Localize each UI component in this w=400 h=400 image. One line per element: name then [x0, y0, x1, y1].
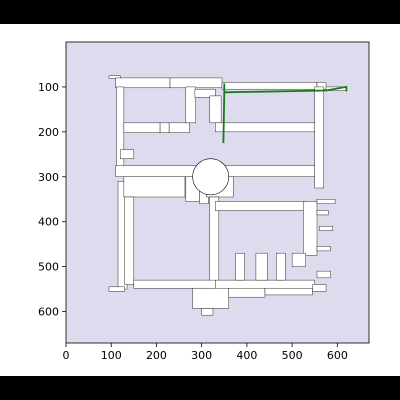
free-space-cell — [115, 77, 171, 89]
free-space-cell — [276, 252, 286, 281]
y-tick-label: 400 — [38, 216, 59, 229]
free-space-cell — [159, 122, 170, 133]
free-space-cell — [316, 210, 329, 216]
y-tick-label: 300 — [38, 171, 59, 184]
roundabout — [192, 158, 230, 196]
free-space-cell — [316, 270, 331, 279]
x-tick-label: 0 — [63, 349, 70, 362]
axes-frame — [65, 41, 370, 344]
path-line — [222, 83, 226, 144]
y-tick-label: 100 — [38, 81, 59, 94]
free-space-cell — [201, 308, 214, 316]
axes: 0 100 200 300 400 500 600 100 200 300 400 500 600 — [38, 41, 370, 362]
free-space-cell — [316, 246, 331, 252]
free-space-cell — [192, 287, 230, 309]
x-tick-label: 600 — [327, 349, 348, 362]
free-space-cell — [215, 201, 306, 211]
free-space-cell — [255, 252, 268, 281]
free-space-cell — [316, 199, 336, 204]
x-tick-label: 200 — [146, 349, 167, 362]
letterbox-bottom — [0, 376, 400, 400]
path-line — [224, 86, 348, 94]
free-space-cell — [133, 279, 216, 289]
free-space-cell — [168, 122, 190, 133]
y-tick-label: 500 — [38, 261, 59, 274]
free-space-cell — [108, 286, 125, 292]
free-space-cell — [185, 86, 196, 124]
free-space-cell — [303, 201, 318, 256]
free-space-cell — [124, 196, 135, 285]
free-space-cell — [228, 287, 266, 298]
y-tick-label: 600 — [38, 306, 59, 319]
y-tick-label: 200 — [38, 126, 59, 139]
x-tick-label: 100 — [101, 349, 122, 362]
free-space-cell — [108, 75, 121, 79]
free-space-cell — [123, 122, 161, 133]
free-space-cell — [291, 252, 306, 267]
free-space-cell — [215, 122, 315, 133]
free-space-cell — [194, 88, 216, 98]
free-space-cell — [312, 284, 327, 292]
x-tick-label: 400 — [236, 349, 257, 362]
x-tick-label: 500 — [282, 349, 303, 362]
x-tick-label: 300 — [191, 349, 212, 362]
free-space-cell — [264, 287, 313, 296]
free-space-cell — [215, 279, 315, 290]
free-space-cell — [319, 225, 334, 231]
free-space-cell — [235, 252, 245, 281]
free-space-cell — [209, 95, 222, 124]
free-space-cell — [120, 149, 135, 160]
free-space-cell — [123, 176, 186, 198]
free-space-cell — [221, 82, 318, 90]
letterbox-top — [0, 0, 400, 24]
free-space-cell — [169, 77, 223, 89]
plot-area — [66, 42, 369, 343]
free-space-cell — [314, 86, 324, 189]
